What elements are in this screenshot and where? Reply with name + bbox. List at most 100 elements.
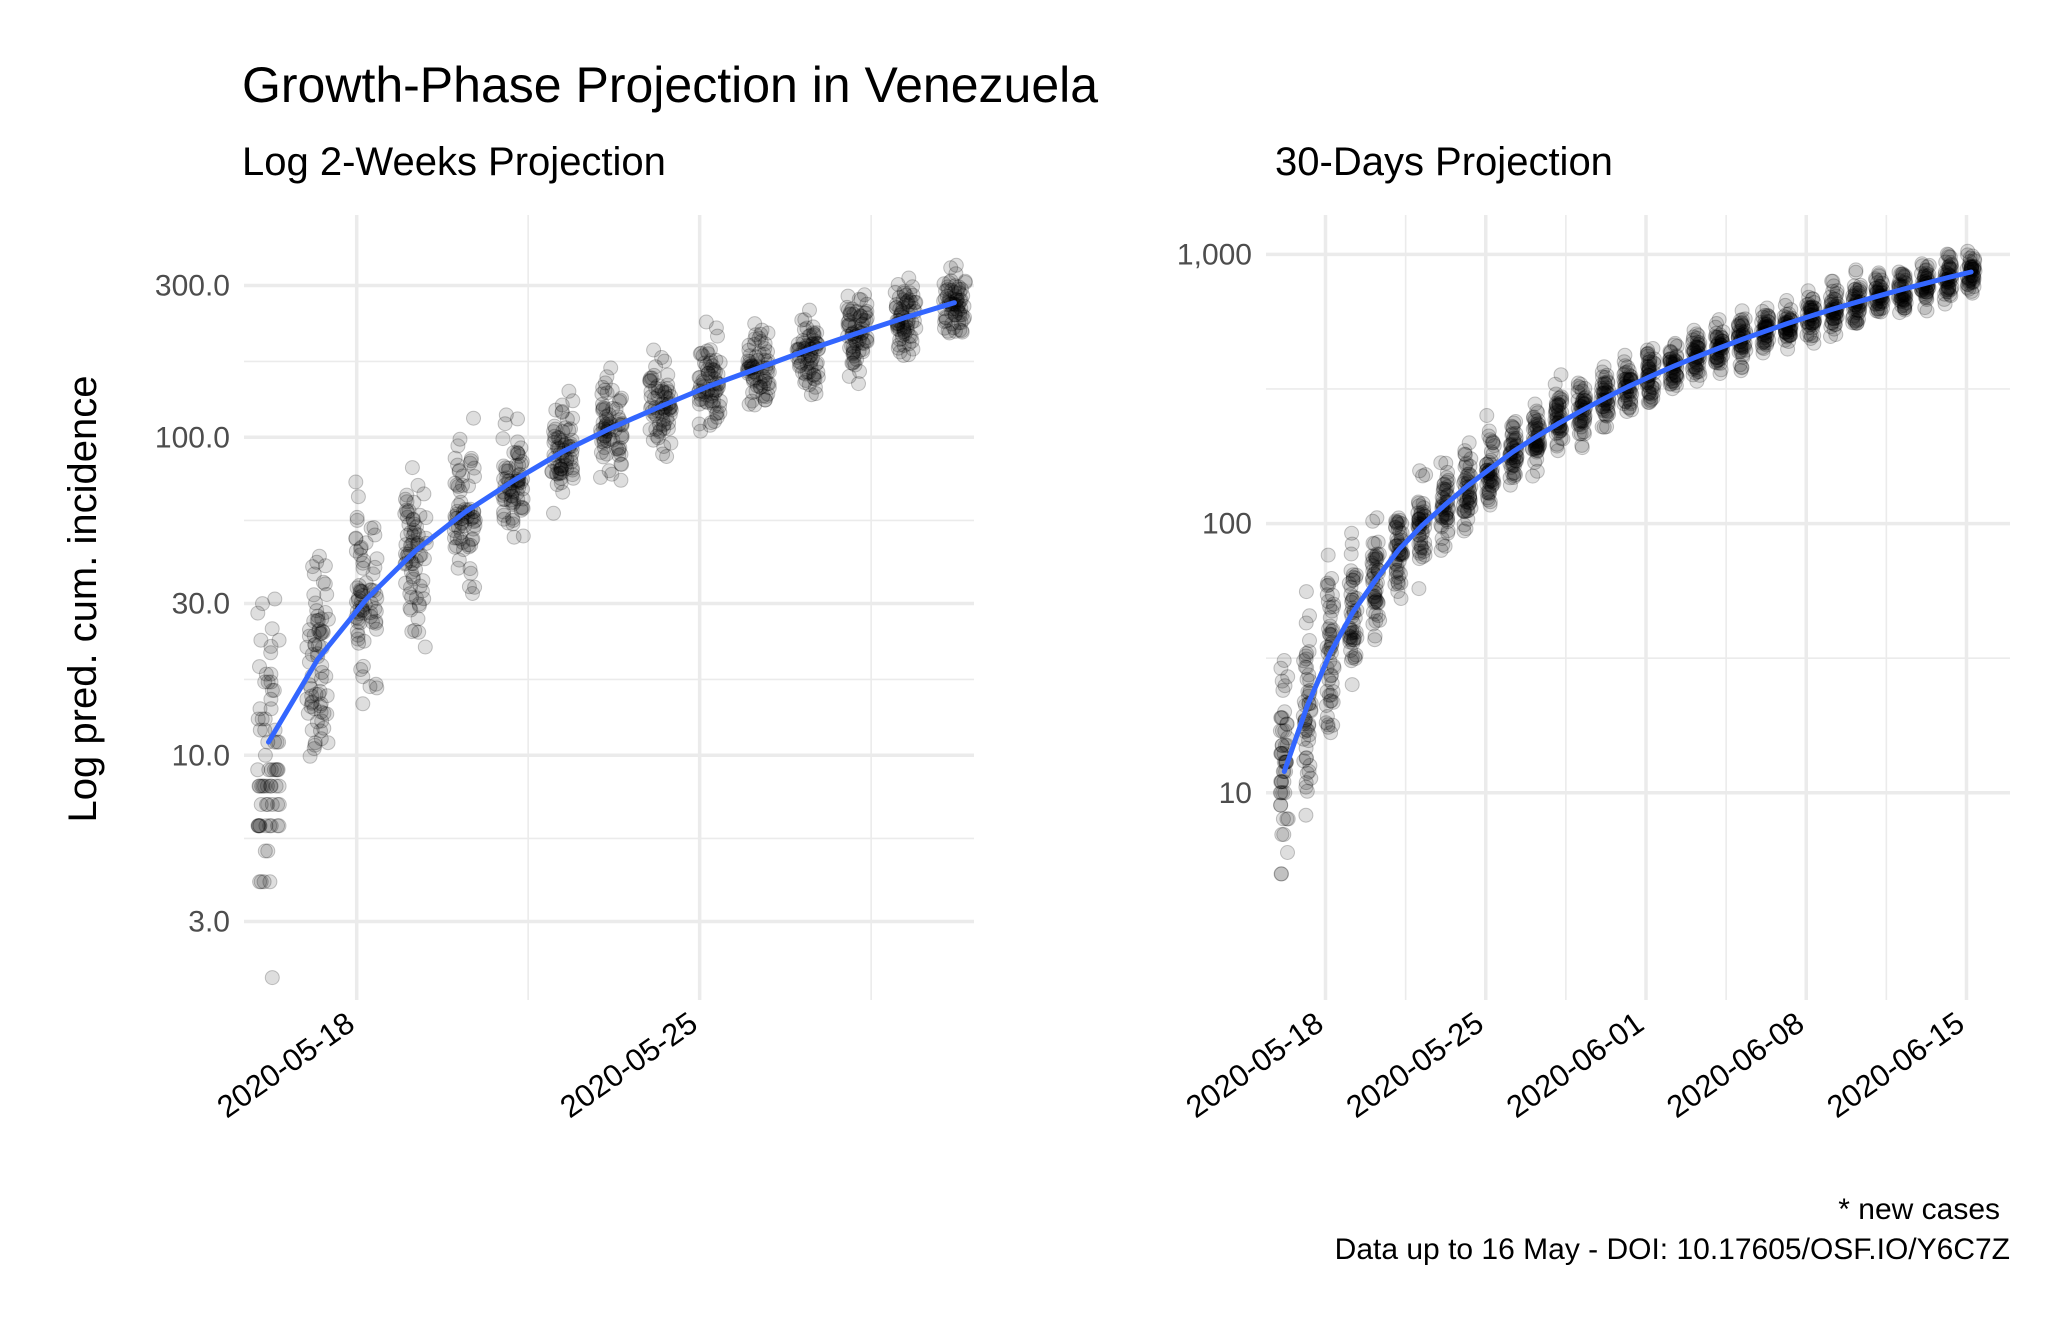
data-point [644,370,660,386]
data-point [796,322,812,338]
data-point [859,304,875,319]
data-point [410,527,426,543]
data-point [1301,733,1317,749]
data-point [1273,785,1289,801]
data-point [269,762,285,778]
data-point [561,383,577,399]
data-point [554,397,570,413]
data-point [846,344,862,360]
data-point [1848,262,1864,278]
data-point [460,537,476,553]
data-point [260,843,276,859]
data-point [652,416,667,432]
data-point [697,355,712,371]
caption-source: Data up to 16 May - DOI: 10.17605/OSF.IO… [1335,1233,2010,1266]
data-point [513,502,529,518]
data-point [368,676,384,692]
data-point [693,391,709,407]
data-point [504,488,520,504]
data-point [905,279,920,295]
data-point [263,778,279,794]
data-point [648,380,664,396]
data-point [614,427,630,443]
data-point [803,387,819,403]
data-point [510,411,525,427]
data-point [605,432,621,448]
data-point [510,491,526,507]
panel-log-2-weeks: Log 2-Weeks Projection Log pred. cum. in… [61,140,974,1125]
data-point [802,302,817,318]
data-point [1344,677,1360,693]
data-point [1483,444,1499,460]
data-point [657,384,673,400]
data-point [309,603,325,619]
data-point [806,367,821,383]
data-point [709,405,725,421]
data-point [352,615,368,631]
data-point [612,392,628,408]
y-axis-label: Log pred. cum. incidence [61,376,105,823]
data-point [758,389,774,404]
data-point [1273,774,1289,790]
chart-title: Growth-Phase Projection in Venezuela [242,57,1098,113]
data-point [1370,608,1386,624]
data-point [947,307,963,323]
data-point [595,402,611,418]
data-point [367,527,383,543]
data-point [751,345,767,361]
data-point [1326,660,1342,676]
data-point [646,342,662,358]
data-point [497,416,513,432]
data-point [466,460,482,476]
data-point [705,358,721,374]
data-point [302,748,318,764]
data-point [859,296,875,312]
data-point [1530,416,1546,432]
data-point [593,469,608,485]
data-point [1528,440,1543,456]
data-point [506,494,522,510]
data-point [611,394,627,409]
data-point [842,307,858,323]
data-point [712,398,727,414]
data-point [452,431,468,447]
data-point [650,383,666,399]
data-point [1280,811,1296,827]
data-point [744,393,760,409]
data-point [319,706,335,722]
data-point [760,376,776,392]
data-point [1434,531,1450,546]
data-point [937,314,953,330]
data-point [510,445,526,461]
data-point [806,326,822,342]
data-point [901,328,917,344]
data-point [842,318,858,334]
x-tick-label: 2020-06-08 [1660,1005,1810,1125]
data-point [498,463,514,479]
data-point [859,333,875,349]
data-point [805,350,820,366]
data-point [700,365,716,381]
x-tick-label: 2020-05-25 [554,1005,704,1125]
data-point [937,309,953,325]
data-point [250,762,266,778]
data-point [252,874,268,890]
data-point [1299,750,1314,766]
data-point [855,344,871,360]
data-point [1298,750,1314,766]
data-point [1272,723,1288,739]
data-point [845,339,861,355]
data-point [405,512,421,528]
data-point [1548,397,1564,413]
data-point [613,430,629,446]
data-point [643,370,659,386]
data-point [308,686,324,702]
x-tick-label: 2020-05-18 [211,1005,361,1125]
data-point [712,393,728,409]
data-point [896,337,912,353]
data-point [892,332,908,347]
data-point [514,454,530,470]
data-point [809,325,825,341]
data-point [795,333,811,348]
